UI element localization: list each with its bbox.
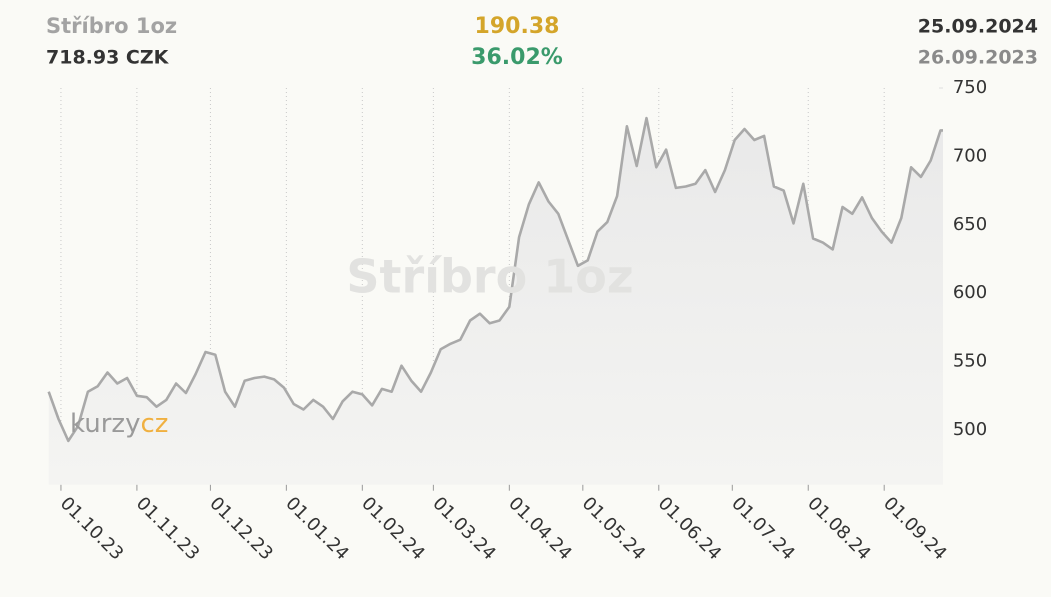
change: 190.38 bbox=[475, 14, 560, 39]
chart-title: Stříbro 1oz bbox=[46, 14, 177, 38]
y-tick-label: 650 bbox=[953, 214, 987, 235]
logo: kurzycz bbox=[70, 409, 168, 439]
y-tick-label: 550 bbox=[953, 351, 987, 372]
watermark: Stříbro 1oz bbox=[346, 250, 633, 304]
y-tick-label: 700 bbox=[953, 145, 987, 166]
x-tick-label: 01.12.23 bbox=[205, 493, 277, 565]
line bbox=[47, 116, 943, 443]
x-tick-label: 01.08.24 bbox=[803, 493, 875, 565]
x-tick-label: 01.11.23 bbox=[132, 493, 204, 565]
y-tick-label: 500 bbox=[953, 419, 987, 440]
logo-part: cz bbox=[140, 409, 168, 439]
date-start: 26.09.2023 bbox=[918, 47, 1038, 69]
y-tick-label: 750 bbox=[953, 77, 987, 98]
x-tick-label: 01.04.24 bbox=[504, 493, 576, 565]
price: 718.93 CZK bbox=[46, 47, 170, 69]
plot-area bbox=[47, 87, 943, 491]
logo-part: kurzy bbox=[70, 409, 140, 439]
x-tick-label: 01.05.24 bbox=[578, 493, 650, 565]
x-tick-label: 01.03.24 bbox=[428, 493, 500, 565]
x-tick-label: 01.10.23 bbox=[56, 493, 128, 565]
x-tick-label: 01.06.24 bbox=[654, 493, 726, 565]
x-tick-label: 01.01.24 bbox=[281, 493, 353, 565]
y-tick-label: 600 bbox=[953, 282, 987, 303]
area bbox=[48, 118, 943, 485]
x-tick-label: 01.09.24 bbox=[879, 493, 951, 565]
date-end: 25.09.2024 bbox=[918, 16, 1038, 38]
x-tick-label: 01.02.24 bbox=[357, 493, 429, 565]
x-tick-label: 01.07.24 bbox=[727, 493, 799, 565]
change-percent: 36.02% bbox=[471, 45, 563, 70]
